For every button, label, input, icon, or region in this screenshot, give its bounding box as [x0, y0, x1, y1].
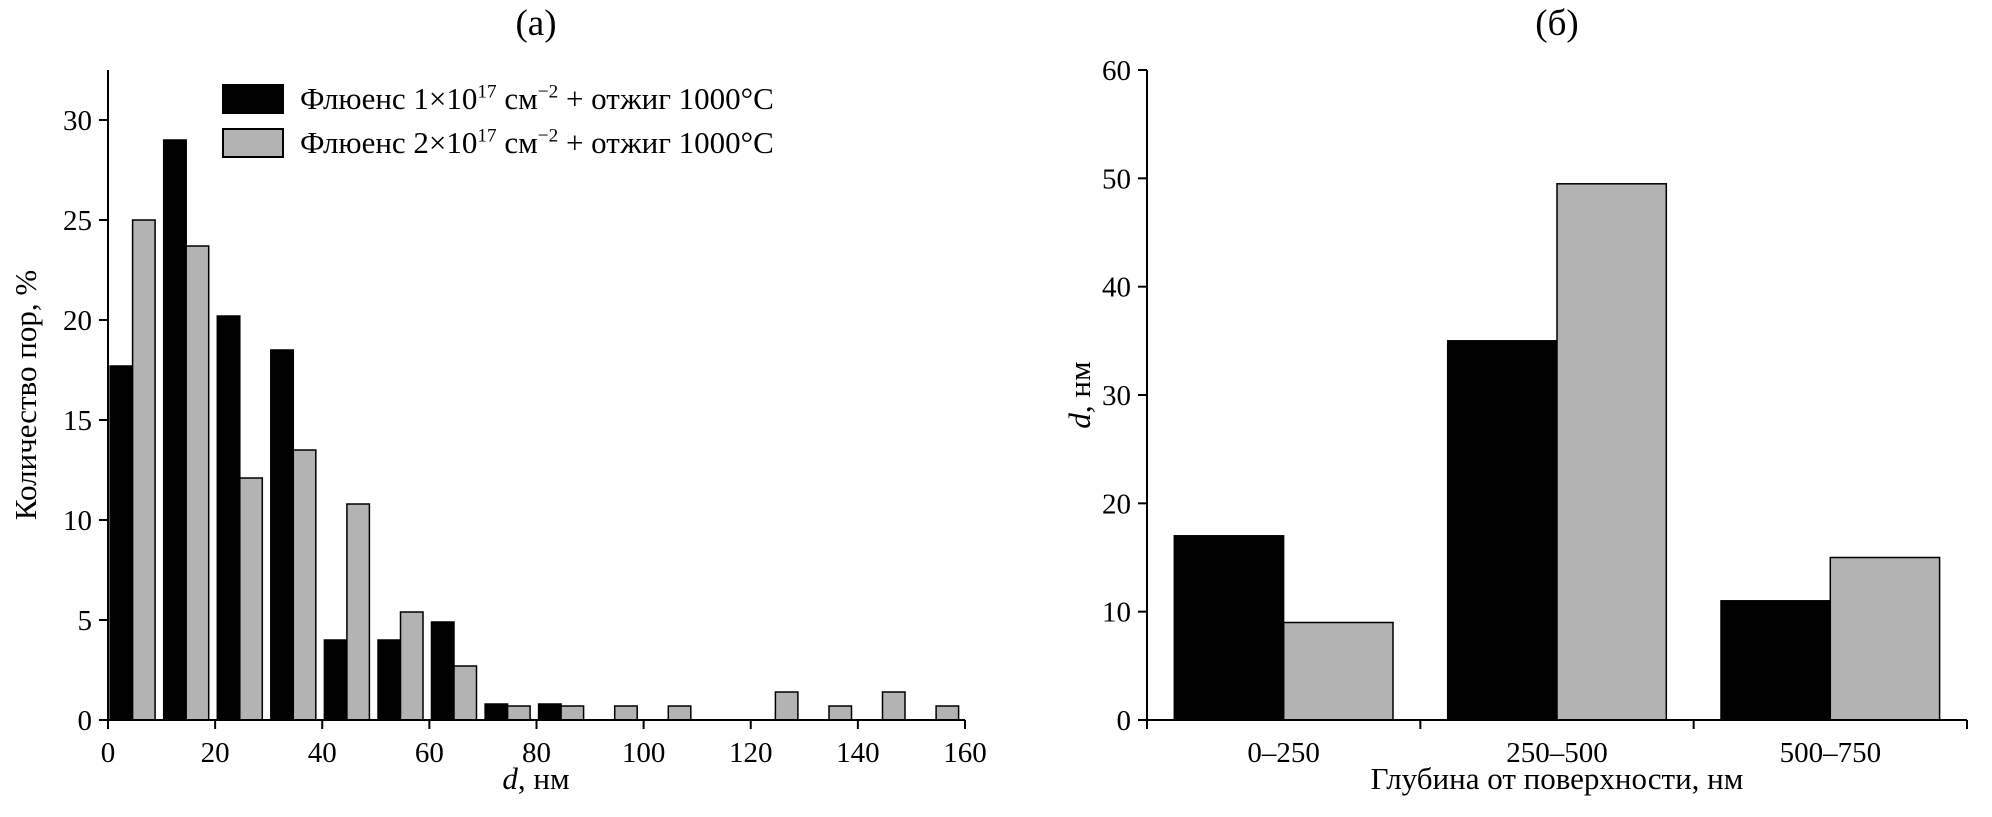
legend-label-pre: Флюенс 1×10	[300, 81, 478, 116]
svg-text:40: 40	[1102, 272, 1131, 304]
legend-label-exponent-2: −2	[537, 125, 559, 147]
svg-text:80: 80	[522, 737, 551, 769]
legend-label: Флюенс 2×1017 см−2 + отжиг 1000°C	[300, 125, 774, 161]
svg-text:100: 100	[622, 737, 666, 769]
panel-a: (а) 0 5 10 15 20 25 30 0 20 40 60 80 100 120 140 160 Ко…	[0, 3, 1012, 815]
chart-a-x-axis-label: d, нм	[502, 761, 569, 797]
svg-text:0: 0	[78, 705, 93, 737]
svg-text:25: 25	[63, 205, 92, 237]
svg-text:140: 140	[836, 737, 880, 769]
chart-a: 0 5 10 15 20 25 30 0 20 40 60 80 100 120 140 160 Количе…	[0, 55, 1012, 815]
chart-b-y-axis-label-italic: d	[1062, 413, 1097, 429]
chart-b-y-axis-label-rest: , нм	[1062, 361, 1097, 414]
chart-b-y-axis-label: d, нм	[1062, 361, 1098, 428]
legend-label-mid: см	[496, 125, 538, 160]
svg-text:160: 160	[943, 737, 987, 769]
svg-text:60: 60	[415, 737, 444, 769]
legend-swatch-black	[222, 84, 284, 114]
chart-a-y-axis-label-text: Количество пор, %	[8, 269, 43, 521]
svg-text:20: 20	[201, 737, 230, 769]
svg-text:30: 30	[63, 105, 92, 137]
panel-a-title: (а)	[515, 3, 557, 44]
legend-label-exponent-2: −2	[537, 81, 559, 103]
chart-b-canvas: 0 10 20 30 40 50 60 0–250 250–500 500–750	[1102, 55, 1968, 769]
chart-b: 0 10 20 30 40 50 60 0–250 250–500 500–750 d, нм Г…	[1052, 55, 1992, 815]
svg-text:30: 30	[1102, 380, 1131, 412]
chart-a-x-axis-label-rest: , нм	[517, 761, 570, 796]
legend-entry-fluence-1e17: Флюенс 1×1017 см−2 + отжиг 1000°C	[222, 81, 774, 117]
legend: Флюенс 1×1017 см−2 + отжиг 1000°C Флюенс…	[222, 81, 774, 161]
legend-label-post: + отжиг 1000°C	[558, 125, 774, 160]
legend-label-exponent: 17	[477, 81, 497, 103]
svg-text:0–250: 0–250	[1247, 737, 1320, 769]
svg-text:50: 50	[1102, 163, 1131, 195]
legend-label-post: + отжиг 1000°C	[558, 81, 774, 116]
chart-b-x-axis-label: Глубина от поверхности, нм	[1370, 761, 1744, 796]
svg-text:0: 0	[101, 737, 116, 769]
svg-text:20: 20	[1102, 488, 1131, 520]
svg-text:120: 120	[729, 737, 773, 769]
svg-text:15: 15	[63, 405, 92, 437]
svg-text:5: 5	[78, 605, 93, 637]
svg-text:0: 0	[1117, 705, 1132, 737]
svg-text:20: 20	[63, 305, 92, 337]
legend-label-mid: см	[496, 81, 538, 116]
chart-a-x-axis-label-italic: d	[502, 761, 518, 796]
svg-text:250–500: 250–500	[1506, 737, 1608, 769]
chart-a-canvas: 0 5 10 15 20 25 30 0 20 40 60 80 100 120 140 160	[63, 70, 987, 769]
legend-label: Флюенс 1×1017 см−2 + отжиг 1000°C	[300, 81, 774, 117]
svg-text:10: 10	[63, 505, 92, 537]
panel-b: (б) 0 10 20 30 40 50 60 0–250 250–500 500–750 d, …	[1012, 0, 1992, 817]
legend-label-pre: Флюенс 2×10	[300, 125, 478, 160]
svg-text:40: 40	[308, 737, 337, 769]
legend-swatch-gray	[222, 128, 284, 158]
panel-b-title: (б)	[1535, 3, 1579, 44]
svg-text:10: 10	[1102, 597, 1131, 629]
chart-a-y-axis-label: Количество пор, %	[8, 270, 44, 520]
legend-label-exponent: 17	[477, 125, 497, 147]
svg-text:60: 60	[1102, 55, 1131, 87]
svg-text:500–750: 500–750	[1780, 737, 1882, 769]
legend-entry-fluence-2e17: Флюенс 2×1017 см−2 + отжиг 1000°C	[222, 125, 774, 161]
